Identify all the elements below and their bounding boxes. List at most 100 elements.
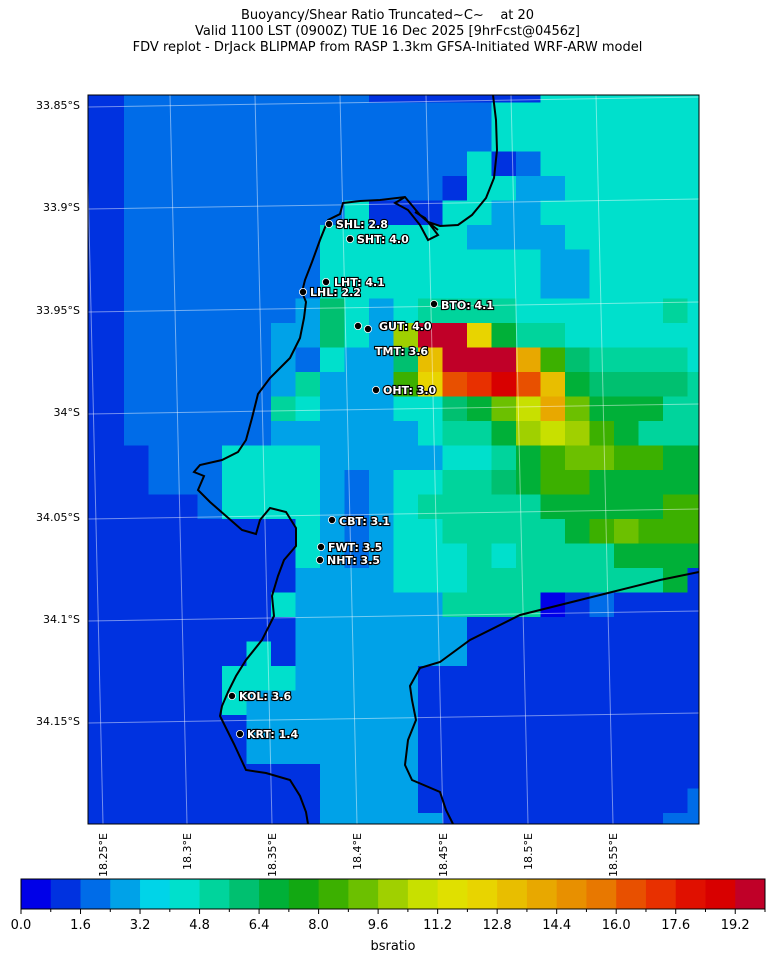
field-cell — [687, 323, 699, 349]
field-cell — [565, 176, 591, 202]
field-cell — [467, 543, 493, 569]
field-cell — [295, 225, 321, 251]
field-cell — [369, 396, 395, 422]
colorbar-swatch — [497, 879, 528, 909]
field-cell — [124, 739, 150, 765]
field-cell — [516, 494, 542, 520]
field-cell — [589, 764, 615, 790]
field-cell — [442, 739, 468, 765]
field-cell — [638, 592, 664, 618]
field-cell — [540, 617, 566, 643]
field-cell — [197, 543, 223, 569]
field-cell — [369, 421, 395, 447]
field-cell — [344, 421, 370, 447]
field-cell — [467, 445, 493, 471]
field-cell — [99, 739, 125, 765]
field-cell — [222, 396, 248, 422]
field-cell — [663, 95, 689, 104]
field-cell — [197, 396, 223, 422]
field-cell — [320, 813, 346, 824]
field-cell — [99, 813, 125, 824]
field-cell — [99, 641, 125, 667]
field-cell — [442, 617, 468, 643]
field-cell — [638, 715, 664, 741]
field-cell — [173, 568, 199, 594]
field-cell — [589, 372, 615, 398]
field-cell — [320, 249, 346, 275]
field-cell — [173, 470, 199, 496]
field-cell — [540, 102, 566, 128]
field-cell — [295, 95, 321, 104]
field-cell — [197, 225, 223, 251]
field-cell — [589, 347, 615, 373]
field-cell — [442, 274, 468, 300]
field-cell — [99, 690, 125, 716]
field-cell — [467, 151, 493, 177]
field-cell — [344, 519, 370, 545]
field-cell — [418, 568, 444, 594]
field-cell — [99, 617, 125, 643]
figure-title: Buoyancy/Shear Ratio Truncated~C~ at 20 … — [0, 8, 775, 56]
field-cell — [88, 396, 101, 422]
station-label: SHT: 4.0 — [357, 233, 409, 246]
field-cell — [369, 298, 395, 324]
field-cell — [516, 764, 542, 790]
field-cell — [369, 592, 395, 618]
field-cell — [540, 421, 566, 447]
field-cell — [295, 151, 321, 177]
field-cell — [663, 347, 689, 373]
field-cell — [418, 176, 444, 202]
field-cell — [197, 200, 223, 226]
field-cell — [516, 739, 542, 765]
longitude-tick-label: 18.25°E — [97, 833, 110, 877]
field-cell — [442, 323, 468, 349]
field-cell — [565, 249, 591, 275]
field-cell — [614, 200, 640, 226]
field-cell — [663, 764, 689, 790]
field-cell — [663, 421, 689, 447]
field-cell — [222, 200, 248, 226]
field-cell — [687, 764, 699, 790]
field-cell — [516, 102, 542, 128]
field-cell — [124, 151, 150, 177]
field-cell — [614, 641, 640, 667]
field-cell — [344, 200, 370, 226]
field-cell — [271, 298, 297, 324]
colorbar-swatch — [705, 879, 736, 909]
field-cell — [295, 519, 321, 545]
field-cell — [222, 788, 248, 814]
field-cell — [124, 95, 150, 104]
field-cell — [197, 788, 223, 814]
field-cell — [344, 641, 370, 667]
field-cell — [197, 519, 223, 545]
field-cell — [687, 421, 699, 447]
field-cell — [663, 200, 689, 226]
field-cell — [173, 176, 199, 202]
station-oht: OHT: 3.0 — [371, 383, 438, 398]
field-cell — [687, 470, 699, 496]
field-cell — [565, 445, 591, 471]
field-cell — [687, 102, 699, 128]
field-cell — [565, 813, 591, 824]
colorbar-swatch — [675, 879, 706, 909]
field-cell — [222, 249, 248, 275]
field-cell — [442, 176, 468, 202]
field-cell — [222, 813, 248, 824]
field-cell — [467, 102, 493, 128]
field-cell — [246, 151, 272, 177]
field-cell — [197, 715, 223, 741]
station-label: NHT: 3.5 — [327, 554, 380, 567]
field-cell — [344, 396, 370, 422]
field-cell — [589, 274, 615, 300]
station-lhl: LHL: 2.2 — [298, 285, 362, 300]
field-cell — [344, 617, 370, 643]
field-cell — [491, 274, 517, 300]
field-cell — [295, 617, 321, 643]
latitude-tick-label: 33.9°S — [43, 201, 80, 214]
field-cell — [418, 347, 444, 373]
field-cell — [320, 568, 346, 594]
station-dot-icon — [227, 692, 236, 701]
field-cell — [246, 176, 272, 202]
field-cell — [369, 95, 395, 104]
field-cell — [320, 445, 346, 471]
